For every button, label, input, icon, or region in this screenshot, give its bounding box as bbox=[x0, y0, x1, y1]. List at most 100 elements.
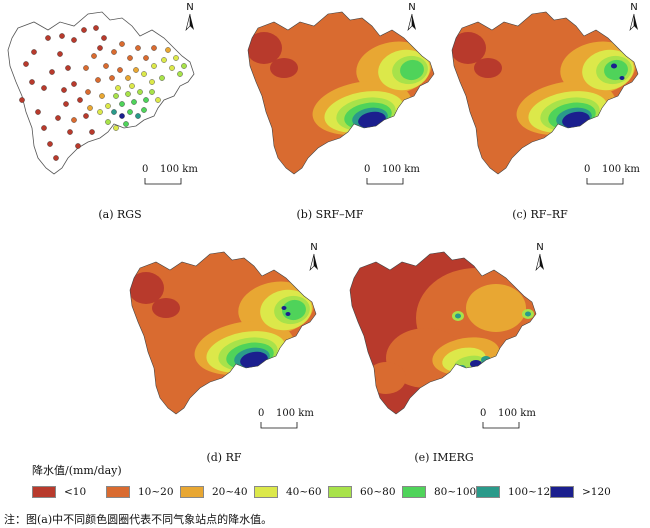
station-point bbox=[29, 79, 35, 85]
station-point bbox=[151, 63, 157, 69]
station-point bbox=[127, 109, 133, 115]
station-point bbox=[101, 35, 107, 41]
station-point bbox=[113, 125, 119, 131]
scale-distance: 100 km bbox=[160, 164, 198, 175]
station-point bbox=[149, 89, 155, 95]
station-point bbox=[49, 69, 55, 75]
scale-distance: 100 km bbox=[498, 408, 536, 419]
station-point bbox=[117, 67, 123, 73]
rgs-station-map bbox=[7, 11, 195, 175]
station-point bbox=[41, 85, 47, 91]
scale-distance: 100 km bbox=[602, 164, 640, 175]
scale-bar-c: 0 100 km bbox=[580, 164, 650, 186]
north-label: N bbox=[536, 242, 544, 253]
precipitation-raster bbox=[451, 11, 639, 175]
scale-bar-a: 0 100 km bbox=[138, 164, 218, 186]
north-arrow-b: N bbox=[404, 2, 420, 32]
station-point bbox=[159, 75, 165, 81]
station-point bbox=[23, 61, 29, 67]
station-point bbox=[75, 143, 81, 149]
station-points bbox=[19, 25, 187, 161]
panel-a-rgs-map bbox=[4, 8, 200, 178]
legend-swatch bbox=[402, 486, 426, 498]
legend-swatch bbox=[180, 486, 204, 498]
legend-item: 40~60 bbox=[254, 485, 322, 499]
station-point bbox=[47, 141, 53, 147]
legend-title: 降水值/(mm/day) bbox=[32, 464, 122, 477]
scale-bar-b: 0 100 km bbox=[360, 164, 440, 186]
station-point bbox=[173, 55, 179, 61]
station-point bbox=[135, 45, 141, 51]
station-point bbox=[103, 63, 109, 69]
station-point bbox=[71, 117, 77, 123]
province-outline bbox=[7, 11, 195, 175]
station-point bbox=[65, 65, 71, 71]
panel-c-rf-rf-map bbox=[448, 8, 644, 178]
legend-swatch bbox=[32, 486, 56, 498]
station-point bbox=[41, 125, 47, 131]
province-outline bbox=[247, 11, 435, 175]
scale-zero: 0 bbox=[480, 408, 487, 419]
legend-item: 10~20 bbox=[106, 485, 174, 499]
station-point bbox=[143, 55, 149, 61]
station-point bbox=[119, 113, 125, 119]
legend-label: 60~80 bbox=[360, 486, 396, 498]
precipitation-raster bbox=[129, 251, 317, 415]
station-point bbox=[31, 49, 37, 55]
north-label: N bbox=[630, 2, 638, 13]
legend-label: >120 bbox=[582, 486, 611, 498]
station-point bbox=[129, 83, 135, 89]
station-point bbox=[95, 77, 101, 83]
panel-b-srf-mf-map bbox=[244, 8, 440, 178]
station-point bbox=[119, 101, 125, 107]
legend-swatch bbox=[328, 486, 352, 498]
station-point bbox=[97, 45, 103, 51]
station-point bbox=[105, 119, 111, 125]
scale-bar-d: 0 100 km bbox=[254, 408, 334, 430]
station-point bbox=[19, 97, 25, 103]
caption-d: (d) RF bbox=[206, 451, 242, 464]
station-point bbox=[125, 91, 131, 97]
scale-zero: 0 bbox=[584, 164, 591, 175]
legend-label: <10 bbox=[64, 486, 87, 498]
station-point bbox=[89, 129, 95, 135]
figure-note: 注：图(a)中不同颜色圆圈代表不同气象站点的降水值。 bbox=[4, 513, 273, 526]
station-point bbox=[71, 81, 77, 87]
legend-item: <10 bbox=[32, 485, 86, 499]
panel-e-imerg-map bbox=[346, 248, 542, 418]
station-point bbox=[63, 101, 69, 107]
station-point bbox=[143, 97, 149, 103]
station-point bbox=[97, 109, 103, 115]
station-point bbox=[115, 85, 121, 91]
station-point bbox=[99, 93, 105, 99]
scale-distance: 100 km bbox=[382, 164, 420, 175]
station-point bbox=[149, 79, 155, 85]
station-point bbox=[59, 33, 65, 39]
precipitation-raster bbox=[349, 251, 537, 415]
legend-label: 10~20 bbox=[138, 486, 174, 498]
north-arrow-e: N bbox=[532, 242, 548, 272]
station-point bbox=[135, 113, 141, 119]
caption-c: (c) RF–RF bbox=[512, 208, 568, 221]
scale-zero: 0 bbox=[142, 164, 149, 175]
station-point bbox=[113, 93, 119, 99]
station-point bbox=[67, 129, 73, 135]
scale-bar-e: 0 100 km bbox=[476, 408, 556, 430]
legend-item: 60~80 bbox=[328, 485, 396, 499]
north-arrow-c: N bbox=[626, 2, 642, 32]
station-point bbox=[57, 51, 63, 57]
legend-label: 20~40 bbox=[212, 486, 248, 498]
legend-label: 80~100 bbox=[434, 486, 477, 498]
station-point bbox=[151, 45, 157, 51]
legend-item: >120 bbox=[550, 485, 611, 499]
station-point bbox=[83, 113, 89, 119]
station-point bbox=[161, 57, 167, 63]
station-point bbox=[111, 49, 117, 55]
province-outline bbox=[129, 251, 317, 415]
station-point bbox=[177, 71, 183, 77]
station-point bbox=[123, 121, 129, 127]
station-point bbox=[91, 53, 97, 59]
north-label: N bbox=[408, 2, 416, 13]
station-point bbox=[105, 103, 111, 109]
station-point bbox=[53, 155, 59, 161]
